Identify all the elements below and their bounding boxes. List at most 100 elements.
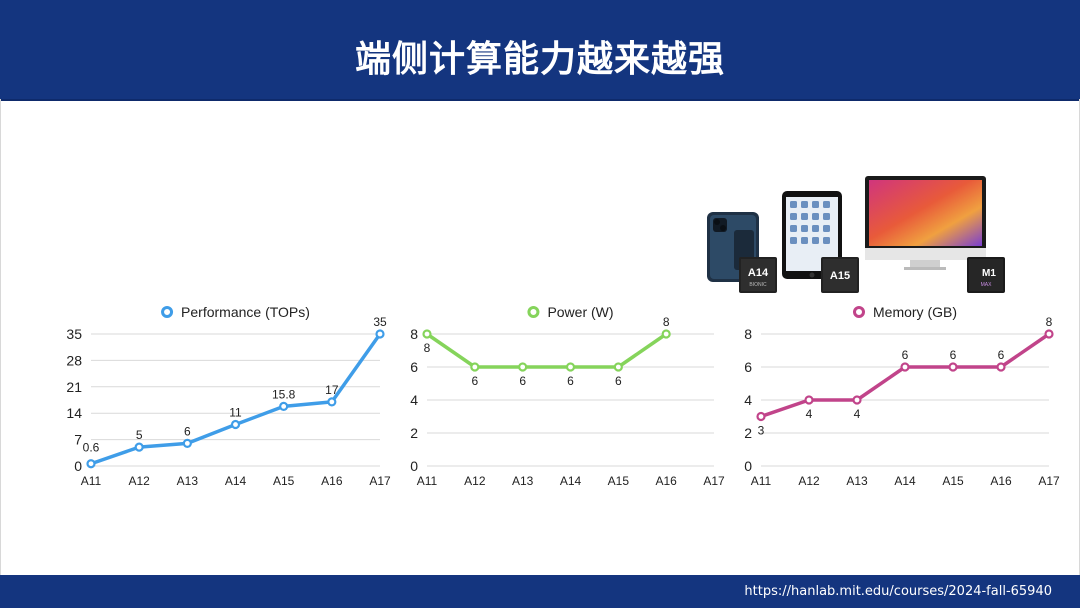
- memory-data-point: [852, 395, 862, 405]
- performance-data-point: [134, 442, 144, 452]
- power-data-label: 6: [519, 374, 526, 388]
- power-data-label: 6: [567, 374, 574, 388]
- memory-data-label: 4: [854, 407, 861, 421]
- a14-chip-sublabel: BIONIC: [749, 282, 767, 288]
- power-data-point: [470, 362, 480, 372]
- memory-data-point: [948, 362, 958, 372]
- power-ytick-label: 4: [410, 392, 418, 408]
- power-xtick-label: A12: [464, 474, 486, 488]
- memory-ytick-label: 0: [744, 458, 752, 474]
- memory-legend-label: Memory (GB): [873, 304, 957, 320]
- memory-data-point: [900, 362, 910, 372]
- performance-data-point: [230, 419, 241, 430]
- chart-memory: 0 2 4 6 8 A11 A12 A13 A14 A15 A16 A17 Memory (GB) 3 4 4…: [744, 304, 1060, 488]
- memory-ytick-label: 4: [744, 392, 752, 408]
- performance-legend-label: Performance (TOPs): [181, 304, 310, 320]
- memory-data-point: [804, 395, 814, 405]
- a15-chip-label: A15: [830, 270, 850, 282]
- performance-xtick-label: A16: [321, 474, 343, 488]
- m1-chip-sublabel: MAX: [981, 282, 993, 288]
- memory-data-label: 6: [998, 348, 1005, 362]
- power-data-label: 8: [663, 315, 670, 329]
- power-xtick-label: A17: [703, 474, 725, 488]
- memory-ytick-label: 8: [744, 326, 752, 342]
- power-data-point: [661, 329, 671, 339]
- power-ytick-label: 8: [410, 326, 418, 342]
- power-ytick-label: 6: [410, 359, 418, 375]
- performance-xtick-label: A11: [81, 474, 102, 488]
- power-xtick-label: A13: [512, 474, 534, 488]
- m1-chip-label: M1: [982, 268, 996, 279]
- a14-chip-image: A14 BIONIC: [739, 257, 777, 293]
- imac-image: [865, 176, 986, 270]
- memory-xtick-label: A16: [990, 474, 1012, 488]
- power-data-point: [565, 362, 576, 372]
- power-data-point: [422, 329, 432, 339]
- a14-chip-label: A14: [748, 267, 769, 279]
- performance-ytick-label: 35: [66, 326, 82, 342]
- footer-url: https://hanlab.mit.edu/courses/2024-fall…: [744, 584, 1052, 599]
- power-data-label: 6: [615, 374, 622, 388]
- memory-data-label: 6: [950, 348, 957, 362]
- memory-data-label: 3: [758, 424, 765, 438]
- performance-data-point: [182, 438, 192, 448]
- memory-series-line: [760, 332, 1050, 419]
- performance-xtick-label: A13: [177, 474, 199, 488]
- slide-header: 端侧计算能力越来越强: [0, 0, 1080, 101]
- memory-xtick-label: A11: [751, 474, 772, 488]
- power-data-label: 8: [424, 341, 431, 355]
- slide-footer: https://hanlab.mit.edu/courses/2024-fall…: [0, 575, 1080, 608]
- performance-series-line: [90, 332, 382, 466]
- performance-ytick-label: 0: [74, 458, 82, 474]
- memory-data-label: 4: [806, 407, 813, 421]
- performance-data-label: 11: [229, 406, 242, 420]
- power-data-label: 6: [471, 374, 478, 388]
- performance-data-label: 15.8: [272, 387, 296, 401]
- power-data-point: [613, 362, 623, 372]
- performance-data-label: 17: [325, 383, 339, 397]
- performance-ytick-label: 21: [66, 379, 82, 395]
- memory-ytick-label: 6: [744, 359, 752, 375]
- memory-xtick-label: A13: [846, 474, 868, 488]
- performance-ytick-label: 28: [66, 352, 82, 368]
- performance-data-label: 0.6: [83, 441, 100, 455]
- memory-data-label: 8: [1046, 315, 1053, 329]
- memory-ytick-label: 2: [744, 425, 752, 441]
- power-data-point: [518, 362, 528, 372]
- performance-data-point: [279, 401, 289, 412]
- performance-data-point: [86, 459, 96, 469]
- memory-legend-marker: [853, 306, 865, 318]
- performance-data-label: 5: [136, 428, 143, 442]
- slide-title: 端侧计算能力越来越强: [354, 39, 725, 80]
- performance-ytick-label: 7: [74, 432, 82, 448]
- m1-max-chip-image: M1 MAX: [967, 257, 1005, 293]
- memory-data-point: [996, 362, 1006, 372]
- memory-xtick-label: A14: [894, 474, 916, 488]
- memory-xtick-label: A15: [942, 474, 964, 488]
- performance-ytick-label: 14: [66, 405, 82, 421]
- power-xtick-label: A14: [560, 474, 582, 488]
- performance-data-point: [327, 397, 337, 407]
- power-series-line: [426, 332, 668, 369]
- performance-xtick-label: A12: [128, 474, 150, 488]
- performance-data-point: [375, 329, 385, 339]
- performance-xtick-label: A15: [273, 474, 295, 488]
- performance-data-label: 6: [184, 424, 191, 438]
- power-xtick-label: A15: [608, 474, 630, 488]
- power-ytick-label: 2: [410, 425, 418, 441]
- memory-data-point: [1044, 329, 1054, 339]
- performance-legend-marker: [161, 306, 174, 318]
- memory-data-point: [756, 411, 766, 422]
- chart-performance: 0 7 14 21 28 35 A11 A12 A13 A14 A15 A16 A17 Performan…: [66, 304, 391, 488]
- power-xtick-label: A16: [655, 474, 677, 488]
- a15-chip-image: A15: [821, 257, 859, 293]
- memory-xtick-label: A12: [798, 474, 820, 488]
- power-ytick-label: 0: [410, 458, 418, 474]
- memory-data-label: 6: [902, 348, 909, 362]
- performance-xtick-label: A17: [369, 474, 391, 488]
- performance-data-label: 35: [373, 315, 387, 329]
- performance-xtick-label: A14: [225, 474, 247, 488]
- power-xtick-label: A11: [417, 474, 438, 488]
